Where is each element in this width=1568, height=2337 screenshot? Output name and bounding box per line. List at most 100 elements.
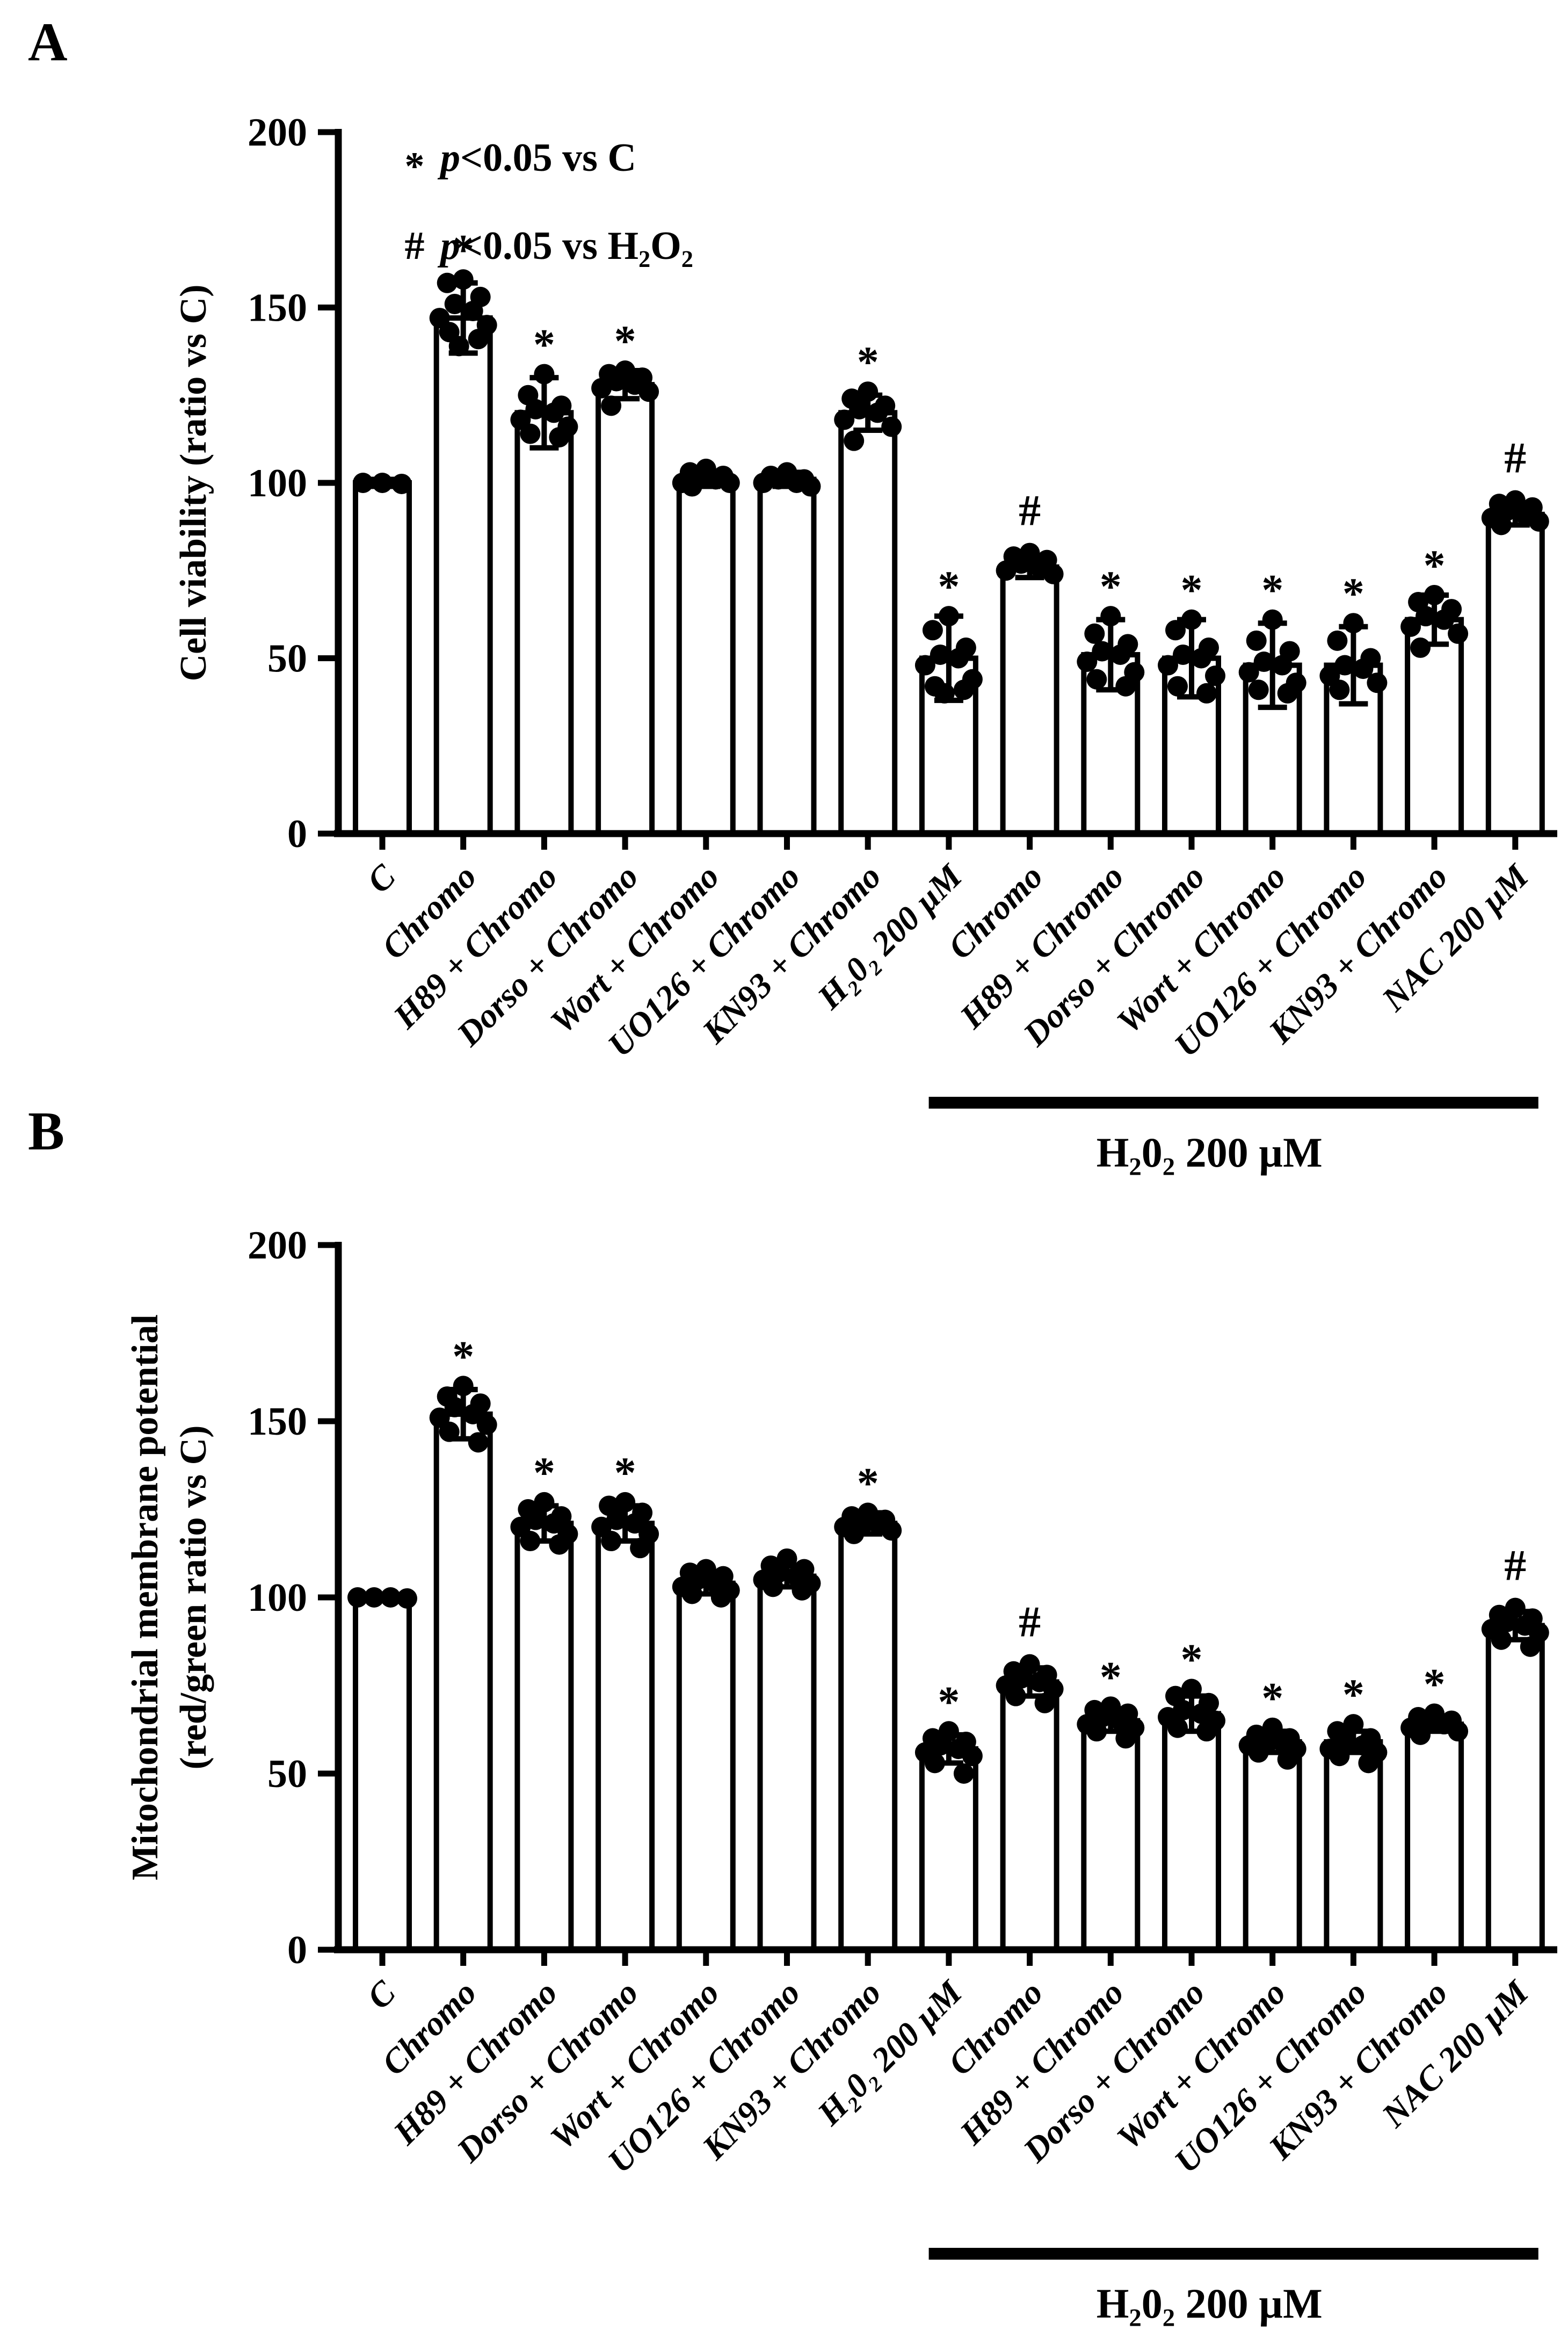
y-tick-label: 50 (267, 1752, 307, 1796)
data-point (1084, 623, 1105, 644)
bar-a-6 (838, 410, 898, 836)
x-category-label: C (360, 1973, 403, 2016)
data-point (534, 364, 555, 385)
group-label: H₂0₂ 200 µM (1097, 2280, 1323, 2327)
significance-marker: * (857, 337, 879, 386)
data-point (625, 1513, 645, 1534)
data-point (867, 402, 888, 423)
data-point (1415, 606, 1436, 627)
data-point (938, 606, 959, 627)
data-point (1248, 679, 1269, 700)
data-point (1196, 683, 1217, 704)
data-point (462, 301, 483, 322)
data-point (549, 427, 570, 448)
data-point (922, 620, 943, 641)
significance-marker: * (614, 316, 636, 365)
data-point (534, 1492, 555, 1513)
bar-a-5 (757, 476, 817, 836)
data-point (844, 1523, 865, 1544)
significance-marker: * (1181, 566, 1203, 614)
data-point (630, 1538, 651, 1559)
data-point (1086, 669, 1107, 690)
significance-marker: # (1504, 1541, 1526, 1590)
data-point (710, 1587, 731, 1608)
data-point (1400, 616, 1421, 637)
panel-a-label: A (28, 12, 68, 73)
data-point (353, 473, 373, 493)
data-point (453, 269, 474, 290)
data-point (1173, 644, 1193, 665)
data-point (1367, 672, 1388, 693)
data-point (364, 1587, 384, 1608)
data-point (1491, 1629, 1512, 1650)
data-point (1115, 676, 1136, 697)
data-point (1434, 609, 1455, 630)
significance-marker: * (1100, 562, 1122, 611)
group-underline (928, 1097, 1538, 1109)
bar-b-8 (1000, 1679, 1059, 1952)
legend-text: p<0.05 vs H₂O₂ (437, 224, 693, 268)
data-point (439, 1421, 460, 1442)
data-point (719, 473, 740, 493)
data-point (1115, 1728, 1136, 1749)
data-point (372, 473, 393, 493)
data-point (1253, 652, 1274, 672)
data-point (1277, 1749, 1298, 1770)
data-point (1424, 584, 1445, 605)
significance-marker: * (1342, 1670, 1364, 1719)
bar-b-1 (433, 1411, 493, 1952)
significance-marker: * (857, 1459, 879, 1508)
data-point (996, 560, 1017, 581)
data-point (792, 1580, 812, 1601)
significance-marker: * (452, 225, 474, 274)
significance-marker: * (533, 1448, 555, 1497)
data-point (753, 473, 774, 493)
data-point (1358, 1753, 1379, 1774)
y-tick-label: 100 (248, 1576, 307, 1620)
legend-symbol: * (405, 144, 425, 189)
significance-marker: * (614, 1448, 636, 1497)
data-point (638, 381, 659, 402)
significance-marker: # (1019, 1597, 1041, 1646)
data-point (800, 476, 821, 497)
data-point (1165, 620, 1186, 641)
data-point (1491, 515, 1512, 536)
data-point (468, 1432, 489, 1453)
legend-symbol: # (405, 224, 425, 268)
data-point (962, 1746, 983, 1767)
y-axis-title: Mitochondrial membrane potential (125, 1314, 166, 1880)
significance-marker: # (1504, 433, 1526, 482)
data-point (1246, 630, 1267, 651)
significance-marker: * (938, 1677, 960, 1726)
bar-a-2 (514, 410, 574, 836)
data-point (444, 1397, 465, 1417)
bar-a-13 (1405, 617, 1464, 837)
data-point (763, 1576, 783, 1597)
data-point (881, 416, 902, 437)
bar-b-12 (1324, 1739, 1383, 1952)
panel-b-label: B (28, 1101, 65, 1162)
data-point (468, 329, 489, 350)
significance-marker: * (1342, 569, 1364, 618)
bar-a-0 (353, 480, 412, 836)
y-tick-label: 100 (248, 461, 307, 505)
data-point (1167, 1717, 1188, 1738)
bar-a-8 (1000, 564, 1059, 836)
significance-marker: # (1019, 486, 1041, 535)
data-point (601, 395, 622, 416)
data-point (476, 1414, 497, 1435)
data-point (1196, 1721, 1217, 1742)
data-point (953, 679, 974, 700)
data-point (1248, 1742, 1269, 1763)
data-point (1277, 683, 1298, 704)
data-point (1329, 679, 1350, 700)
data-point (858, 381, 879, 402)
bar-b-5 (757, 1573, 817, 1952)
significance-marker: * (533, 320, 555, 369)
y-tick-label: 150 (248, 286, 307, 330)
bar-b-4 (676, 1580, 736, 1952)
bar-b-9 (1081, 1718, 1141, 1953)
significance-marker: * (1181, 1635, 1203, 1684)
